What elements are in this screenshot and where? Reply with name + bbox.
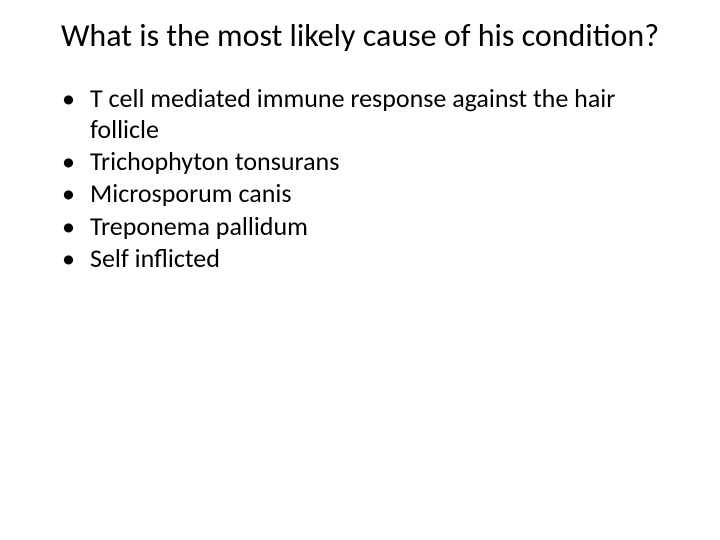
list-item: • T cell mediated immune response agains… [58, 83, 660, 145]
bullet-icon: • [58, 211, 90, 242]
list-item: • Microsporum canis [58, 178, 660, 209]
bullet-icon: • [58, 146, 90, 177]
bullet-list: • T cell mediated immune response agains… [0, 55, 720, 274]
bullet-icon: • [58, 178, 90, 209]
list-item: • Self inflicted [58, 243, 660, 274]
list-item-text: Microsporum canis [90, 178, 660, 209]
slide-title: What is the most likely cause of his con… [0, 0, 720, 55]
list-item-text: T cell mediated immune response against … [90, 83, 660, 145]
list-item: • Treponema pallidum [58, 211, 660, 242]
list-item-text: Treponema pallidum [90, 211, 660, 242]
bullet-icon: • [58, 83, 90, 114]
list-item-text: Trichophyton tonsurans [90, 146, 660, 177]
list-item: • Trichophyton tonsurans [58, 146, 660, 177]
bullet-icon: • [58, 243, 90, 274]
list-item-text: Self inflicted [90, 243, 660, 274]
